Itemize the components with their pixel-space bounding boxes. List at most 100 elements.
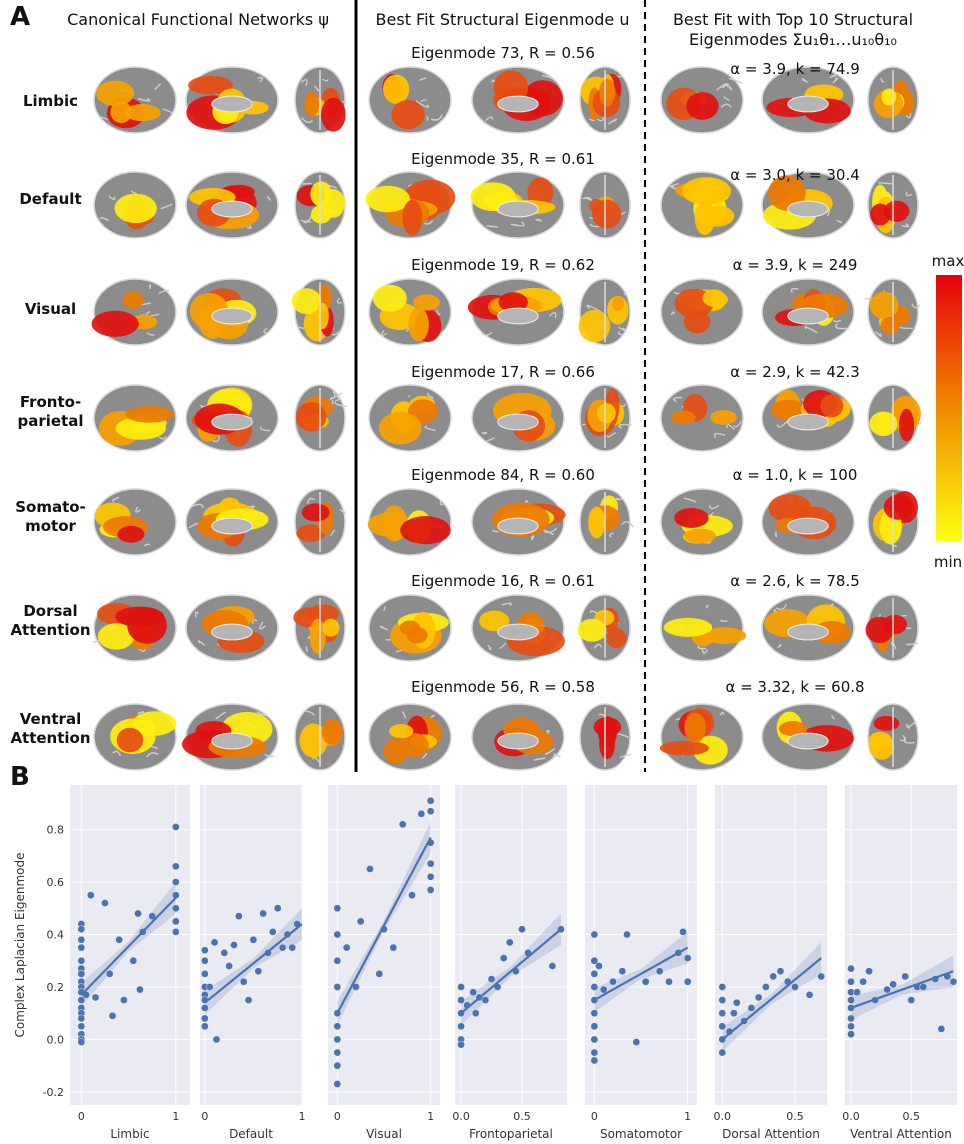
data-point	[77, 1022, 86, 1031]
data-point	[683, 977, 692, 986]
brain-render	[92, 594, 177, 662]
data-point	[375, 970, 384, 978]
brain-render	[867, 66, 919, 134]
x-tick-label: 1	[299, 1110, 306, 1123]
sulcus	[259, 426, 270, 432]
sulcus	[874, 330, 882, 337]
sulcus	[618, 326, 627, 332]
colorbar-min: min	[933, 553, 963, 571]
data-point	[590, 1048, 599, 1057]
activation-region	[310, 205, 332, 224]
activation-region	[865, 616, 894, 644]
data-point	[457, 1040, 465, 1049]
sulcus	[491, 79, 496, 83]
sulcus	[607, 431, 617, 438]
activation-region	[413, 294, 440, 311]
sulcus	[903, 737, 915, 744]
brain-render	[185, 171, 279, 239]
data-point	[210, 938, 219, 947]
sulcus	[548, 312, 557, 318]
activation-region	[117, 525, 145, 543]
activation-region	[291, 288, 322, 315]
data-point	[239, 977, 248, 986]
brain-render	[368, 384, 452, 452]
brain-render	[365, 171, 456, 239]
brain-render	[185, 66, 279, 134]
data-point	[201, 1022, 209, 1031]
sulcus	[383, 606, 387, 611]
sulcus	[420, 98, 428, 102]
sulcus	[259, 621, 266, 630]
sulcus	[615, 497, 623, 501]
corpus-callosum	[787, 307, 829, 325]
brain-render	[294, 66, 347, 134]
sulcus	[775, 603, 787, 611]
activation-region	[659, 740, 709, 756]
data-point	[730, 1009, 738, 1017]
sulcus	[697, 644, 707, 650]
sulcus	[481, 431, 488, 435]
brain-render	[761, 703, 855, 771]
sulcus	[487, 644, 492, 650]
sulcus	[423, 220, 434, 225]
sulcus	[307, 497, 316, 504]
corpus-callosum	[497, 95, 539, 113]
y-tick-label: -0.2	[43, 1086, 64, 1099]
sulcus	[832, 77, 839, 84]
activation-region	[91, 310, 139, 337]
corpus-callosum	[787, 732, 829, 750]
fit-parameters: α = 3.9, k = 249	[732, 256, 858, 274]
brain-render	[761, 594, 855, 662]
panel-label: B	[10, 762, 30, 792]
data-point	[817, 972, 825, 981]
data-point	[769, 972, 777, 981]
sulcus	[305, 646, 308, 653]
data-point	[426, 859, 435, 868]
brain-render	[660, 488, 744, 556]
brain-render	[294, 384, 348, 452]
x-axis-label: Frontoparietal	[469, 1127, 553, 1141]
sulcus	[108, 195, 116, 201]
corpus-callosum	[787, 623, 829, 641]
sulcus	[593, 643, 603, 649]
activation-region	[611, 296, 625, 312]
data-point	[718, 1048, 727, 1057]
data-point	[333, 956, 342, 965]
activation-region	[122, 291, 144, 309]
corpus-callosum	[211, 307, 253, 325]
activation-region	[869, 411, 898, 437]
sulcus	[904, 627, 912, 630]
brain-render	[471, 66, 565, 134]
data-point	[201, 1004, 209, 1012]
data-point	[618, 967, 627, 976]
row-label: Ventral Attention	[10, 710, 91, 747]
regression-line	[593, 946, 689, 1002]
x-axis-label: Dorsal Attention	[722, 1127, 820, 1141]
sulcus	[544, 748, 556, 755]
data-point	[333, 1048, 342, 1057]
sulcus	[733, 420, 742, 428]
data-point	[342, 943, 351, 952]
data-point	[220, 949, 229, 957]
data-point	[469, 988, 478, 997]
brain-render	[185, 594, 279, 662]
sulcus	[336, 297, 343, 304]
data-point	[907, 996, 916, 1004]
brain-render	[294, 488, 347, 556]
data-point	[599, 985, 608, 994]
data-point	[77, 935, 86, 944]
data-point	[426, 886, 435, 894]
x-tick-label: 0.5	[786, 1110, 804, 1123]
activation-region	[694, 200, 716, 236]
data-point	[172, 823, 180, 831]
data-point	[108, 1012, 117, 1020]
sulcus	[322, 78, 329, 82]
sulcus	[329, 392, 343, 400]
eigenmode-annotation: Eigenmode 73, R = 0.56	[411, 44, 595, 62]
data-point	[259, 909, 267, 918]
data-point	[805, 991, 814, 999]
confidence-band	[722, 942, 822, 1052]
x-axis-label: Ventral Attention	[850, 1127, 952, 1141]
sulcus	[531, 533, 535, 541]
data-point	[333, 1022, 342, 1031]
